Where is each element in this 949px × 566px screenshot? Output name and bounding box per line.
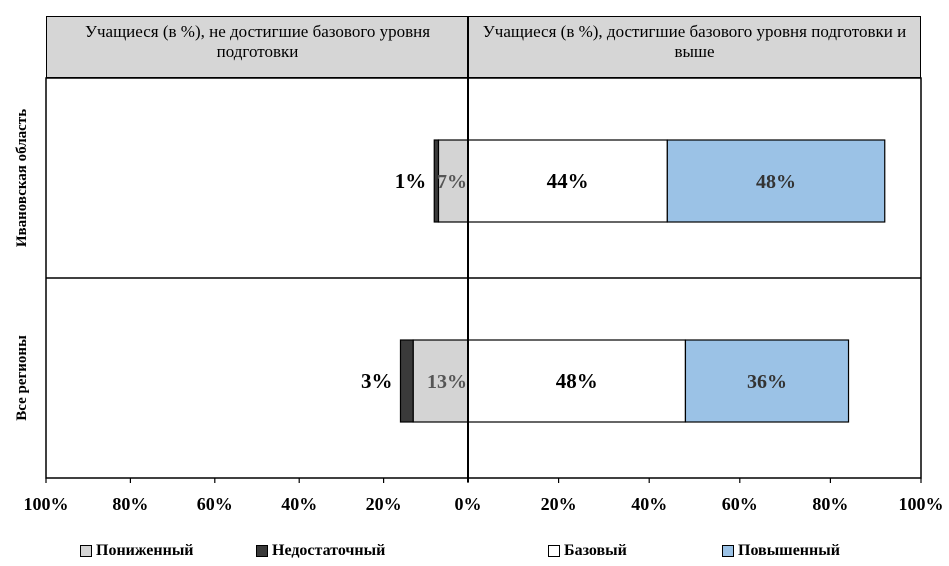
bar-Базовый-0	[467, 139, 668, 223]
x-tick-label: 60%	[197, 494, 233, 514]
legend-label: Недостаточный	[272, 542, 386, 559]
legend-swatch	[256, 545, 268, 557]
x-tick-label: 40%	[631, 494, 667, 514]
bar-Недостаточный-1	[399, 339, 414, 423]
category-label: Все регионы	[14, 335, 30, 421]
legend-label: Пониженный	[96, 542, 194, 559]
x-tick-label: 60%	[722, 494, 758, 514]
legend-item-2: Базовый	[548, 540, 627, 562]
bar-Недостаточный-0	[433, 139, 440, 223]
x-tick-label: 20%	[366, 494, 402, 514]
data-label: 3%	[361, 369, 393, 393]
category-label: Ивановская область	[14, 109, 30, 247]
x-tick-label: 100%	[24, 494, 69, 514]
x-tick-label: 80%	[112, 494, 148, 514]
legend-label: Базовый	[564, 542, 627, 559]
legend-swatch	[722, 545, 734, 557]
header-right-text: Учащиеся (в %), достигшие базового уровн…	[482, 22, 907, 61]
legend-swatch	[80, 545, 92, 557]
legend-label: Повышенный	[738, 542, 840, 559]
data-label: 48%	[556, 369, 598, 393]
header-right: Учащиеся (в %), достигшие базового уровн…	[468, 16, 921, 78]
x-tick-label: 0%	[455, 494, 482, 514]
bar-Базовый-1	[467, 339, 687, 423]
bar-Пониженный-1	[412, 339, 469, 423]
legend-swatch	[548, 545, 560, 557]
data-label: 44%	[547, 169, 589, 193]
header-left: Учащиеся (в %), не достигшие базового ур…	[46, 16, 469, 78]
data-label: 7%	[437, 171, 467, 193]
data-label: 48%	[756, 171, 796, 193]
x-tick-label: 40%	[281, 494, 317, 514]
x-tick-label: 20%	[541, 494, 577, 514]
data-label: 36%	[747, 371, 787, 393]
bar-Повышенный-0	[666, 139, 886, 223]
legend-item-0: Пониженный	[80, 540, 194, 562]
legend-item-1: Недостаточный	[256, 540, 385, 562]
header-left-text: Учащиеся (в %), не достигшие базового ур…	[84, 22, 431, 61]
x-tick-label: 100%	[899, 494, 944, 514]
bar-Пониженный-0	[437, 139, 469, 223]
bar-Повышенный-1	[684, 339, 850, 423]
legend-item-3: Повышенный	[722, 540, 840, 562]
x-tick-label: 80%	[812, 494, 848, 514]
data-label: 13%	[427, 371, 467, 393]
data-label: 1%	[395, 169, 427, 193]
